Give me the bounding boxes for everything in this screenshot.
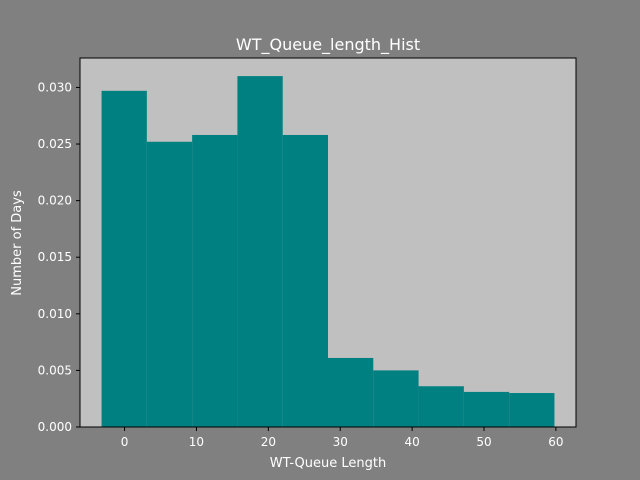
y-tick-label: 0.010 xyxy=(38,307,72,321)
y-tick-label: 0.020 xyxy=(38,194,72,208)
x-tick-label: 10 xyxy=(189,435,204,449)
histogram-bar-4 xyxy=(282,134,328,427)
y-axis: 0.000 0.005 0.010 0.015 0.020 0.025 0.030 xyxy=(38,80,80,434)
y-tick-label: 0.000 xyxy=(38,420,72,434)
histogram-bar-8 xyxy=(463,391,510,427)
y-axis-label: Number of Days xyxy=(10,190,25,296)
histogram-bar-6 xyxy=(373,370,419,427)
y-tick-label: 0.005 xyxy=(38,363,72,377)
x-tick-label: 40 xyxy=(404,435,419,449)
x-axis: 0 10 20 30 40 50 60 xyxy=(121,427,564,449)
x-axis-label: WT-Queue Length xyxy=(270,456,386,471)
histogram-bar-5 xyxy=(328,357,374,427)
x-tick-label: 30 xyxy=(333,435,348,449)
y-tick-label: 0.025 xyxy=(38,137,72,151)
y-tick-label: 0.030 xyxy=(38,80,72,94)
x-tick-label: 0 xyxy=(121,435,129,449)
histogram-bar-1 xyxy=(146,141,193,427)
histogram-bar-0 xyxy=(101,90,147,428)
x-tick-label: 20 xyxy=(261,435,276,449)
y-tick-label: 0.015 xyxy=(38,250,72,264)
plot-frame xyxy=(79,57,577,428)
histogram-bar-3 xyxy=(237,76,283,428)
histogram-bar-2 xyxy=(192,134,238,427)
bars-group xyxy=(101,76,555,428)
histogram-bar-7 xyxy=(418,386,464,427)
x-tick-label: 60 xyxy=(548,435,563,449)
histogram-bar-9 xyxy=(509,393,555,427)
chart-title: WT_Queue_length_Hist xyxy=(236,35,420,55)
x-tick-label: 50 xyxy=(476,435,491,449)
